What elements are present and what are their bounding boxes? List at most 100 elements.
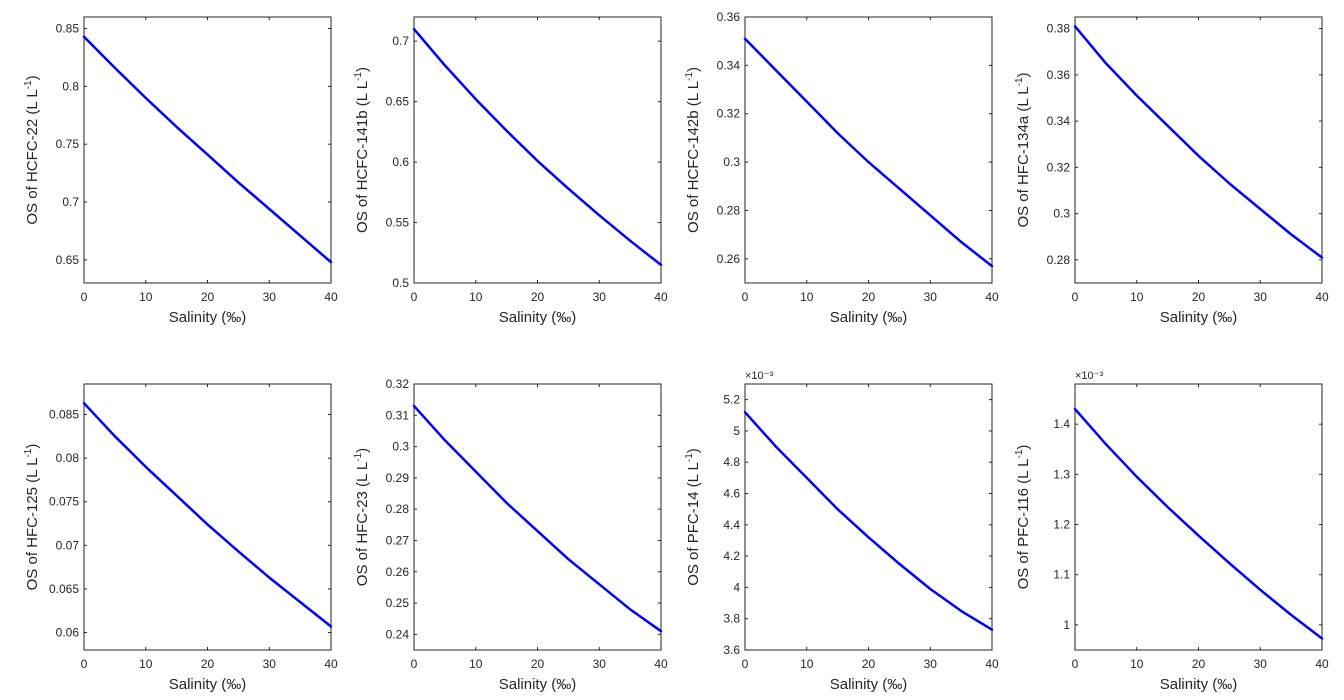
- y-axis-label-main: OS of HFC-23 (L L: [354, 462, 371, 586]
- plot-area: [744, 383, 993, 651]
- x-axis-label: Salinity (‰): [499, 309, 577, 326]
- y-axis-label-superscript: -1: [1014, 77, 1025, 86]
- y-tick-label: 0.6: [392, 155, 409, 169]
- x-tick-label: 0: [742, 290, 749, 304]
- x-tick-label: 10: [469, 657, 483, 671]
- subplot-6: 0 10 20 30 40 0.24 0.25 0.26 0.27 0.28 0.29 0.3 0.31…: [353, 377, 668, 693]
- x-tick-label: 10: [1130, 657, 1144, 671]
- x-tick-label: 0: [81, 657, 88, 671]
- series-line: [743, 410, 994, 631]
- x-tick-label: 0: [411, 657, 418, 671]
- y-axis-label-superscript: -1: [353, 72, 364, 81]
- y-tick-label: 0.32: [386, 377, 410, 391]
- y-axis-label-main: OS of HCFC-142b (L L: [685, 81, 702, 233]
- x-axis-label: Salinity (‰): [830, 309, 908, 326]
- y-tick-label: 0.28: [1047, 253, 1071, 267]
- y-tick-label: 0.07: [56, 538, 80, 552]
- y-tick-label: 0.25: [386, 596, 410, 610]
- y-axis-label-superscript: -1: [23, 448, 34, 457]
- plot-area: [1074, 16, 1323, 284]
- y-axis-label: OS of HCFC-22 (L L-1): [23, 75, 41, 224]
- y-tick-label: 3.6: [723, 643, 740, 657]
- y-tick-label: 0.38: [1047, 22, 1071, 36]
- y-axis-label-tail: ): [685, 67, 702, 72]
- x-tick-label: 40: [324, 290, 338, 304]
- y-tick-label: 1.3: [1053, 467, 1070, 481]
- y-tick-label: 0.32: [717, 107, 741, 121]
- x-axis-label: Salinity (‰): [499, 676, 577, 693]
- y-axis-label-tail: ): [24, 75, 41, 80]
- y-axis-label-tail: ): [1015, 445, 1032, 450]
- y-axis-label-tail: ): [354, 448, 371, 453]
- series-line: [1073, 407, 1324, 640]
- y-tick-label: 1.4: [1053, 417, 1070, 431]
- x-axis-label: Salinity (‰): [169, 676, 247, 693]
- y-tick-label: 0.085: [49, 408, 79, 422]
- y-tick-label: 0.34: [717, 58, 741, 72]
- x-tick-label: 20: [531, 657, 545, 671]
- x-tick-label: 10: [1130, 290, 1144, 304]
- y-tick-label: 4.2: [723, 549, 740, 563]
- y-tick-label: 0.28: [386, 502, 410, 516]
- y-tick-label: 0.34: [1047, 114, 1071, 128]
- plot-area: [744, 16, 993, 284]
- x-tick-label: 30: [263, 290, 277, 304]
- x-tick-label: 20: [201, 290, 215, 304]
- y-tick-label: 0.24: [386, 627, 410, 641]
- y-tick-label: 0.31: [386, 408, 410, 422]
- x-tick-label: 20: [862, 290, 876, 304]
- subplot-3: 0 10 20 30 40 0.26 0.28 0.3 0.32 0.34 0.36 Salinity…: [684, 10, 999, 326]
- x-tick-label: 10: [800, 290, 814, 304]
- x-tick-label: 20: [201, 657, 215, 671]
- y-axis-label-main: OS of PFC-116 (L L: [1015, 459, 1032, 590]
- y-axis-label: OS of HCFC-142b (L L-1): [684, 67, 702, 233]
- y-tick-label: 0.65: [386, 95, 410, 109]
- x-tick-label: 10: [139, 657, 153, 671]
- y-tick-label: 1.2: [1053, 518, 1070, 532]
- y-exponent-label: ×10⁻³: [745, 370, 773, 382]
- plot-area: [413, 383, 662, 651]
- y-tick-label: 0.7: [392, 34, 409, 48]
- y-axis-label-superscript: -1: [684, 72, 695, 81]
- y-axis-label-main: OS of PFC-14 (L L: [685, 462, 702, 586]
- x-tick-label: 10: [469, 290, 483, 304]
- x-tick-label: 30: [593, 657, 607, 671]
- y-tick-label: 0.36: [1047, 68, 1071, 82]
- subplot-1: 0 10 20 30 40 0.65 0.7 0.75 0.8 0.85 Salinity (‰) O…: [23, 16, 338, 326]
- y-axis-label-superscript: -1: [684, 453, 695, 462]
- y-axis-label-superscript: -1: [1014, 449, 1025, 458]
- x-axis-label: Salinity (‰): [1160, 676, 1238, 693]
- y-tick-label: 4.8: [723, 455, 740, 469]
- y-tick-label: 0.27: [386, 533, 410, 547]
- y-tick-label: 0.28: [717, 203, 741, 217]
- subplot-2: 0 10 20 30 40 0.5 0.55 0.6 0.65 0.7 Salinity (‰) OS…: [353, 16, 668, 326]
- x-tick-label: 20: [531, 290, 545, 304]
- plot-area: [413, 16, 662, 284]
- x-tick-label: 30: [1254, 290, 1268, 304]
- x-tick-label: 40: [1315, 290, 1329, 304]
- y-axis-label-main: OS of HFC-125 (L L: [24, 458, 41, 591]
- y-tick-label: 0.36: [717, 10, 741, 24]
- y-tick-label: 0.75: [56, 137, 80, 151]
- y-axis-label: OS of HCFC-141b (L L-1): [353, 67, 371, 233]
- y-axis-label: OS of HFC-134a (L L-1): [1014, 72, 1032, 227]
- x-axis-label: Salinity (‰): [830, 676, 908, 693]
- y-tick-label: 0.3: [1053, 207, 1070, 221]
- y-tick-label: 0.3: [723, 155, 740, 169]
- x-tick-label: 40: [654, 290, 668, 304]
- y-tick-label: 0.065: [49, 582, 79, 596]
- x-tick-label: 30: [924, 290, 938, 304]
- x-tick-label: 20: [1192, 657, 1206, 671]
- y-tick-label: 5.2: [723, 393, 740, 407]
- y-axis-label-tail: ): [685, 448, 702, 453]
- x-tick-label: 0: [1072, 290, 1079, 304]
- y-tick-label: 0.5: [392, 276, 409, 290]
- y-axis-label: OS of HFC-125 (L L-1): [23, 444, 41, 591]
- y-tick-label: 0.26: [386, 565, 410, 579]
- x-axis-label: Salinity (‰): [169, 309, 247, 326]
- y-tick-label: 0.29: [386, 471, 410, 485]
- subplot-4: 0 10 20 30 40 0.28 0.3 0.32 0.34 0.36 0.38 Salinity…: [1014, 16, 1329, 326]
- y-axis-label-main: OS of HCFC-22 (L L: [24, 89, 41, 224]
- y-tick-label: 5: [733, 424, 740, 438]
- y-tick-label: 0.26: [717, 252, 741, 266]
